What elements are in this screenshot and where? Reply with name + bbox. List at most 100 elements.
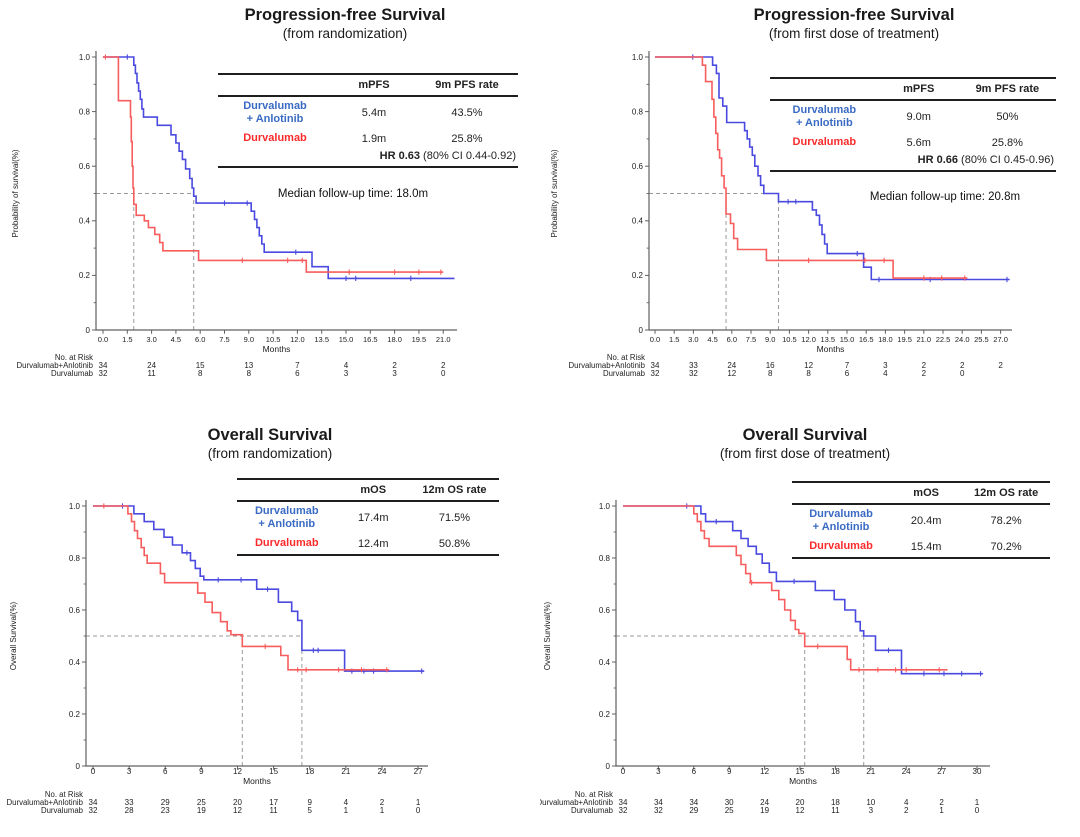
at-risk-value: 29 <box>161 798 170 807</box>
y-tick-label: 1.0 <box>599 502 611 511</box>
at-risk-value: 32 <box>651 369 660 378</box>
censor-mark <box>303 667 309 673</box>
km-curve-durvalumab-anlotinib <box>103 56 455 280</box>
censor-mark <box>959 671 965 677</box>
x-tick-label: 0 <box>621 767 626 776</box>
censor-mark <box>346 269 352 275</box>
censor-mark <box>1004 276 1010 283</box>
at-risk-value: 6 <box>295 369 300 378</box>
at-risk-value: 15 <box>196 361 205 370</box>
x-axis-label: Months <box>263 344 291 354</box>
pfs-randomization-svg: 1.0 0.8 0.6 0.4 0.2 0 0.0 1.5 3.0 4.5 6.0 7.5 9.0 10.… <box>11 51 457 378</box>
at-risk-value: 2 <box>922 369 927 378</box>
y-axis-label: Probability of survival(%) <box>550 149 559 237</box>
at-risk-value: 34 <box>619 798 628 807</box>
at-risk-value: 23 <box>161 806 170 815</box>
x-tick-label: 9 <box>727 767 732 776</box>
at-risk-value: 4 <box>344 798 349 807</box>
x-tick-label: 15.0 <box>339 335 354 344</box>
arm-name-combo: Durvalumab + Anlotinib <box>792 508 890 534</box>
y-tick-label: 0 <box>86 326 91 335</box>
censor-mark <box>791 578 797 584</box>
panel-os-first-dose: 1.0 0.8 0.6 0.4 0.2 0 0 3 6 9 12 15 18 21 24 27 30 Months… <box>537 420 1080 837</box>
x-tick-label: 30 <box>973 767 982 776</box>
value-cell: 15.4m <box>910 540 942 553</box>
censor-mark <box>343 275 349 282</box>
x-tick-label: 24.0 <box>955 335 970 344</box>
censor-mark <box>941 671 947 677</box>
x-tick-label: 18 <box>831 767 840 776</box>
x-tick-label: 21 <box>866 767 875 776</box>
at-risk-value: 1 <box>939 806 944 815</box>
at-risk-value: 29 <box>689 806 698 815</box>
x-tick-label: 0.0 <box>98 335 108 344</box>
table-row-combo: Durvalumab + Anlotinib 17.4m 71.5% <box>237 502 499 534</box>
y-tick-label: 0.8 <box>79 107 91 116</box>
at-risk-arm-name: Durvalumab+Anlotinib <box>540 798 614 807</box>
censor-mark <box>299 257 305 263</box>
censor-mark <box>785 199 791 205</box>
censor-mark <box>310 647 316 653</box>
at-risk-value: 4 <box>344 361 349 370</box>
censor-mark <box>419 668 425 674</box>
at-risk-value: 8 <box>806 369 811 378</box>
km-curve-durvalumab <box>93 505 390 671</box>
x-tick-label: 10.5 <box>266 335 281 344</box>
at-risk-arm-name: Durvalumab <box>41 806 84 815</box>
median-followup-text: Median follow-up time: 18.0m <box>277 188 429 200</box>
x-tick-label: 21.0 <box>436 335 451 344</box>
x-tick-label: 24 <box>902 767 911 776</box>
x-axis-label: Months <box>817 344 845 354</box>
at-risk-value: 2 <box>392 361 397 370</box>
x-tick-label: 10.5 <box>782 335 797 344</box>
subtitle-text: (from first dose of treatment) <box>719 445 891 461</box>
at-risk-value: 34 <box>99 361 108 370</box>
censor-mark <box>238 577 244 583</box>
value-cell: 17.4m <box>357 512 389 525</box>
at-risk-value: 1 <box>380 806 385 815</box>
x-tick-label: 7.5 <box>746 335 756 344</box>
at-risk-value: 3 <box>344 369 349 378</box>
arm-name-mono: Durvalumab <box>809 540 873 553</box>
at-risk-arm-name: Durvalumab <box>51 369 94 378</box>
x-tick-label: 6.0 <box>195 335 205 344</box>
y-tick-label: 0.4 <box>69 658 81 667</box>
censor-mark <box>264 586 271 592</box>
subtitle-text: (from randomization) <box>282 25 408 41</box>
value-cell: 1.9m <box>361 132 387 145</box>
y-tick-label: 0.8 <box>632 107 644 116</box>
at-risk-value: 32 <box>99 369 108 378</box>
at-risk-value: 18 <box>831 798 840 807</box>
censor-mark <box>854 250 860 257</box>
censor-mark <box>903 667 909 673</box>
y-tick-label: 0.4 <box>599 658 611 667</box>
y-tick-label: 0.6 <box>599 606 611 615</box>
rate-cell: 71.5% <box>438 512 471 525</box>
at-risk-value: 32 <box>619 806 628 815</box>
at-risk-value: 3 <box>869 806 874 815</box>
os-first-dose-svg: 1.00.80.60.40.200 3 6 9 12 15 18 21 24 27 30Months… <box>537 500 990 815</box>
at-risk-value: 9 <box>307 798 312 807</box>
censor-mark <box>438 269 444 275</box>
censor-mark <box>977 671 984 677</box>
at-risk-arm-name: Durvalumab <box>571 806 614 815</box>
os-first-dose-plot: 1.0 0.8 0.6 0.4 0.2 0 0 3 6 9 12 15 18 21 24 27 30 Months… <box>537 420 1080 837</box>
at-risk-arm-name: Durvalumab+Anlotinib <box>7 798 84 807</box>
at-risk-label: No. at Risk <box>607 353 645 362</box>
x-tick-label: 21 <box>341 767 350 776</box>
x-tick-label: 3.0 <box>688 335 698 344</box>
censor-mark <box>892 667 899 673</box>
x-tick-label: 13.5 <box>314 335 329 344</box>
y-tick-label: 0.8 <box>69 554 81 563</box>
x-tick-label: 6.0 <box>727 335 737 344</box>
arm-name-line1: Durvalumab <box>254 505 319 517</box>
censor-mark <box>713 519 719 525</box>
x-tick-label: 19.5 <box>412 335 427 344</box>
summary-table: mOS 12m OS rate Durvalumab + Anlotinib 17… <box>237 478 499 556</box>
y-tick-label: 0.4 <box>79 217 91 226</box>
x-tick-label: 0 <box>91 767 96 776</box>
censor-mark <box>353 275 359 282</box>
at-risk-label: No. at Risk <box>575 790 613 799</box>
hazard-ratio-row: HR 0.63 (80% CI 0.44-0.92) <box>218 149 518 166</box>
header-value-cell: mPFS <box>903 83 935 95</box>
